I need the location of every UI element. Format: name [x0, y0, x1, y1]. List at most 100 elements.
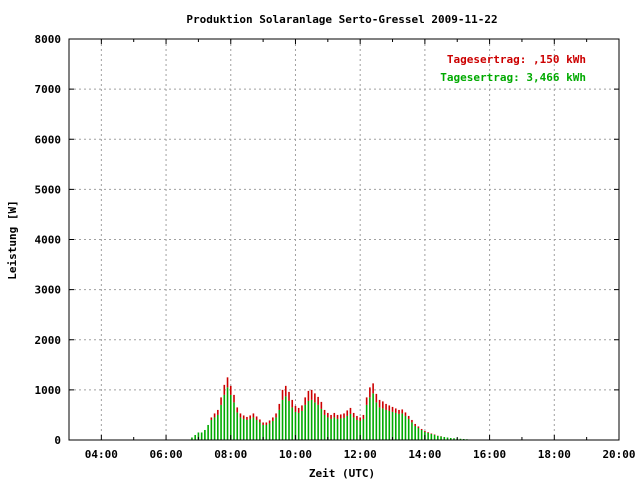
bar-green: [378, 407, 381, 440]
bar-red: [291, 399, 294, 408]
y-tick-label: 2000: [35, 334, 62, 347]
bar-red: [433, 434, 436, 435]
bar-green: [259, 422, 261, 440]
bars: [191, 377, 475, 440]
bar-red: [294, 405, 297, 412]
bar-red: [356, 415, 358, 420]
bar-green: [349, 413, 352, 440]
x-tick-label: 12:00: [344, 448, 377, 461]
y-tick-label: 5000: [35, 183, 62, 196]
bar-red: [314, 393, 316, 403]
bar-red: [424, 430, 426, 432]
bar-red: [265, 422, 268, 425]
bar-green: [362, 418, 365, 440]
bar-green: [437, 435, 439, 440]
bar-green: [443, 436, 446, 440]
bar-green: [417, 427, 420, 440]
bar-green: [307, 400, 310, 440]
bar-red: [346, 410, 349, 416]
x-tick-label: 14:00: [408, 448, 441, 461]
legend: Tagesertrag: ,150 kWh Tagesertrag: 3,466 …: [440, 53, 586, 84]
bar-red: [226, 377, 229, 388]
bar-red: [401, 409, 404, 414]
bar-green: [352, 417, 355, 440]
bar-green: [343, 417, 345, 440]
bar-red: [388, 405, 391, 411]
bar-green: [411, 422, 413, 440]
bar-green: [375, 402, 378, 440]
bar-red: [213, 413, 216, 418]
bar-red: [394, 408, 397, 413]
bar-green: [294, 411, 297, 440]
bar-green: [414, 425, 416, 440]
bar-red: [349, 407, 352, 414]
bar-green: [200, 432, 203, 440]
bar-green: [288, 400, 290, 440]
x-tick-label: 18:00: [538, 448, 571, 461]
tick-labels: 0 1000 2000 3000 4000 5000 6000 7000 8000 04:00 06…: [35, 33, 636, 461]
bar-red: [430, 433, 433, 434]
bar-green: [204, 429, 206, 440]
bar-red: [398, 409, 400, 414]
bar-green: [278, 409, 281, 440]
bar-green: [333, 417, 336, 440]
y-tick-label: 0: [54, 434, 61, 447]
bar-red: [369, 387, 371, 398]
bar-red: [323, 409, 326, 415]
bar-green: [317, 404, 319, 440]
bar-green: [459, 438, 462, 440]
bar-green: [301, 410, 303, 440]
y-tick-label: 8000: [35, 33, 62, 46]
bar-red: [210, 417, 213, 420]
bar-red: [411, 419, 413, 423]
bar-red: [304, 397, 306, 405]
y-tick-label: 3000: [35, 284, 62, 297]
bar-red: [252, 413, 255, 418]
bar-green: [330, 418, 332, 440]
bar-red: [259, 419, 261, 423]
grid: [69, 39, 619, 440]
bar-red: [336, 414, 339, 419]
bar-red: [278, 403, 281, 410]
bar-green: [404, 415, 407, 440]
bar-green: [314, 402, 316, 440]
bar-green: [365, 404, 368, 440]
bar-green: [281, 399, 284, 440]
bar-green: [339, 418, 342, 440]
bar-green: [382, 408, 384, 440]
bar-red: [288, 391, 290, 401]
bar-green: [310, 399, 313, 440]
bar-green: [275, 417, 277, 440]
bar-red: [272, 417, 274, 421]
bar-green: [229, 394, 232, 440]
bar-red: [404, 412, 407, 416]
bar-red: [372, 383, 374, 394]
bar-red: [236, 407, 239, 413]
bar-green: [391, 411, 394, 440]
bar-green: [385, 409, 387, 440]
bar-green: [246, 419, 248, 440]
bar-green: [320, 408, 323, 440]
bar-green: [453, 438, 455, 440]
bar-green: [220, 404, 222, 440]
bar-red: [307, 390, 310, 401]
bar-green: [327, 417, 329, 440]
bar-red: [414, 423, 416, 426]
bar-green: [372, 393, 374, 440]
bar-green: [249, 418, 251, 440]
bar-red: [362, 414, 365, 419]
bar-red: [320, 401, 323, 409]
bar-red: [352, 412, 355, 418]
bar-green: [284, 396, 287, 440]
bar-red: [275, 413, 277, 418]
bar-red: [327, 412, 329, 418]
bar-green: [194, 434, 196, 440]
bar-green: [346, 415, 349, 440]
bar-green: [462, 438, 465, 440]
bar-green: [401, 413, 404, 440]
bar-green: [265, 424, 268, 440]
y-tick-label: 1000: [35, 384, 62, 397]
bar-red: [365, 397, 368, 405]
bar-green: [239, 417, 242, 440]
bar-red: [378, 399, 381, 408]
